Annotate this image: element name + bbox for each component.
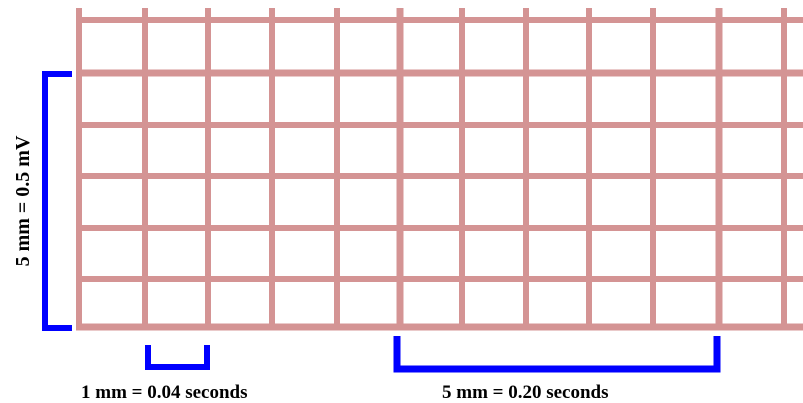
grid-vline	[76, 8, 82, 330]
large-time-bracket	[393, 336, 721, 373]
grid-vline	[781, 8, 787, 330]
grid-vline	[586, 8, 592, 330]
grid-hline	[76, 225, 803, 231]
voltage-bracket	[42, 71, 72, 331]
grid-vline	[459, 8, 465, 330]
grid-major-vline	[715, 8, 723, 330]
voltage-label: 5 mm = 0.5 mV	[12, 135, 34, 266]
grid-hline	[76, 276, 803, 282]
grid-major-hline	[76, 69, 803, 77]
grid-vline	[650, 8, 656, 330]
grid-vline	[523, 8, 529, 330]
grid-major-hline	[76, 323, 803, 331]
grid-vline	[205, 8, 211, 330]
grid-hline	[76, 122, 803, 128]
grid-vline	[142, 8, 148, 330]
ecg-grid	[76, 8, 803, 331]
large-time-label: 5 mm = 0.20 seconds	[442, 382, 609, 403]
small-time-label: 1 mm = 0.04 seconds	[81, 382, 248, 403]
grid-hline	[76, 17, 803, 23]
grid-vline	[334, 8, 340, 330]
grid-hline	[76, 173, 803, 179]
grid-vline	[269, 8, 275, 330]
small-time-bracket	[145, 345, 210, 370]
grid-major-vline	[396, 8, 404, 330]
